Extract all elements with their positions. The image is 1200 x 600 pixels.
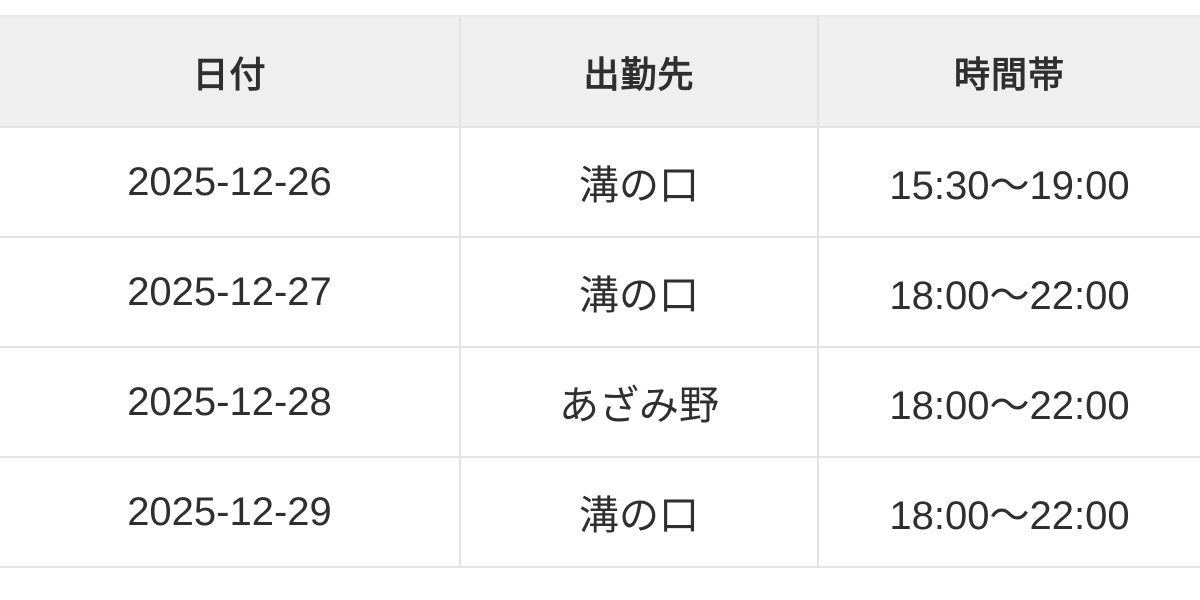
time-cell: 18:00〜22:00 [817,346,1200,458]
date-cell: 2025-12-29 [0,456,461,568]
date-cell: 2025-12-27 [0,236,461,348]
location-cell: あざみ野 [459,346,819,458]
location-cell: 溝の口 [459,456,819,568]
table-body: 2025-12-26 溝の口 15:30〜19:00 2025-12-27 溝の… [0,126,1200,568]
column-header-location: 出勤先 [459,15,819,128]
column-header-date: 日付 [0,15,461,128]
table-row: 2025-12-26 溝の口 15:30〜19:00 [0,126,1200,238]
date-cell: 2025-12-28 [0,346,461,458]
column-header-time: 時間帯 [817,15,1200,128]
table-header: 日付 出勤先 時間帯 [0,15,1200,128]
time-cell: 15:30〜19:00 [817,126,1200,238]
location-cell: 溝の口 [459,126,819,238]
header-row: 日付 出勤先 時間帯 [0,15,1200,128]
time-cell: 18:00〜22:00 [817,236,1200,348]
date-cell: 2025-12-26 [0,126,461,238]
table-row: 2025-12-28 あざみ野 18:00〜22:00 [0,346,1200,458]
schedule-table: 日付 出勤先 時間帯 2025-12-26 溝の口 15:30〜19:00 20… [0,15,1200,568]
table-row: 2025-12-29 溝の口 18:00〜22:00 [0,456,1200,568]
location-cell: 溝の口 [459,236,819,348]
time-cell: 18:00〜22:00 [817,456,1200,568]
table-row: 2025-12-27 溝の口 18:00〜22:00 [0,236,1200,348]
